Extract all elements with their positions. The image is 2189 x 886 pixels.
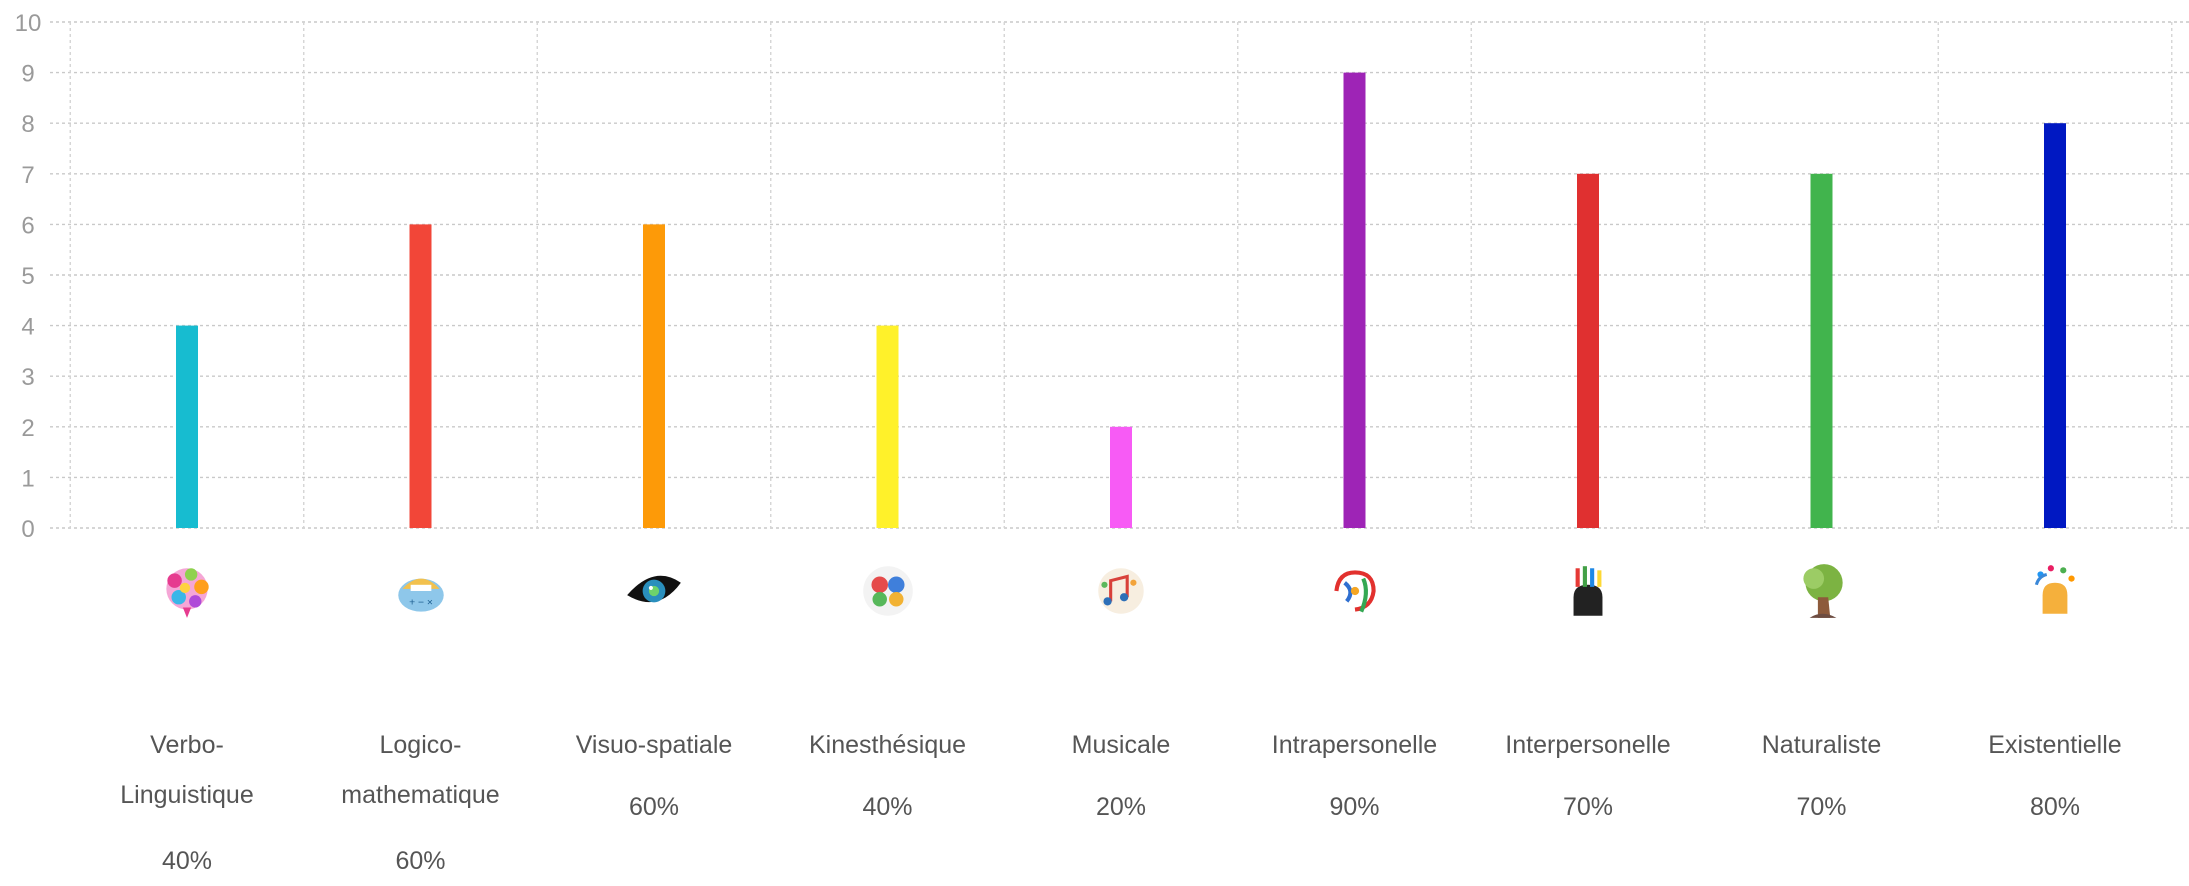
category-label: Intrapersonelle — [1240, 720, 1470, 770]
category-percent: 60% — [628, 793, 680, 821]
category-column: Naturaliste 70% — [1707, 560, 1937, 832]
category-label-line: Logico- — [379, 731, 462, 759]
category-column: + − × Logico-mathematique 60% — [306, 560, 536, 886]
category-percent: 80% — [2029, 793, 2081, 821]
y-tick-label: 6 — [21, 212, 34, 239]
bar-intrapersonelle — [1343, 72, 1366, 528]
category-label: Existentielle — [1940, 720, 2170, 770]
category-column: Existentielle 80% — [1940, 560, 2170, 832]
math-brain-icon: + − × — [397, 578, 444, 612]
bar-interpersonelle — [1577, 173, 1599, 529]
y-tick-label: 2 — [21, 415, 34, 442]
y-tick-label: 9 — [21, 61, 34, 88]
category-percent: 60% — [395, 847, 446, 875]
chart-grid — [50, 21, 2189, 529]
category-label-line: Verbo- — [150, 731, 224, 759]
category-label: Interpersonelle — [1473, 720, 1703, 770]
bars — [176, 72, 2066, 529]
bar-naturaliste — [1810, 173, 1833, 529]
category-percent: 90% — [1329, 793, 1380, 821]
bar-visuo-spatiale — [643, 224, 665, 528]
bar-musicale — [1110, 426, 1132, 528]
y-tick-label: 0 — [21, 516, 34, 543]
y-tick-label: 5 — [21, 263, 34, 290]
category-percent: 70% — [1796, 793, 1847, 821]
moving-body-brain-icon — [862, 566, 913, 616]
category-column: Visuo-spatiale 60% — [539, 560, 769, 832]
tree-head-icon — [1802, 564, 1843, 618]
category-percent: 40% — [161, 847, 213, 875]
bar-chart: 0 1 2 3 4 5 6 7 8 9 10 — [15, 10, 2189, 543]
y-tick-label: 4 — [21, 314, 34, 341]
category-label-line: mathematique — [341, 781, 500, 809]
thinking-head-icon — [2034, 565, 2075, 614]
y-tick-label: 7 — [21, 162, 34, 189]
category-column: Kinesthésique 40% — [773, 560, 1003, 832]
head-with-pencils-icon — [1573, 566, 1603, 616]
music-notes-icon — [1098, 568, 1144, 614]
category-label-line: Linguistique — [120, 781, 254, 809]
svg-text:+ − ×: + − × — [409, 597, 433, 608]
category-label: Naturaliste — [1707, 720, 1937, 770]
self-reflection-icon — [1333, 570, 1376, 613]
category-label-line: Naturaliste — [1761, 731, 1882, 759]
eye-icon — [627, 575, 681, 603]
y-axis: 0 1 2 3 4 5 6 7 8 9 10 — [15, 10, 42, 543]
category-column: Interpersonelle 70% — [1473, 560, 1703, 832]
speech-bubbles-brain-icon — [166, 568, 209, 618]
category-percent: 70% — [1562, 793, 1614, 821]
category-label-line: Visuo-spatiale — [575, 731, 733, 759]
y-tick-label: 10 — [15, 10, 42, 37]
category-column: Musicale 20% — [1006, 560, 1236, 832]
category-label-line: Intrapersonelle — [1271, 731, 1438, 759]
y-tick-label: 1 — [21, 465, 34, 492]
category-percent: 40% — [862, 793, 913, 821]
category-label-line: Existentielle — [1988, 731, 2122, 759]
bar-logico-mathematique — [409, 224, 432, 528]
category-column: Verbo- Linguistique 40% — [72, 560, 302, 886]
category-label-line: Musicale — [1071, 731, 1171, 759]
category-label-line: Interpersonelle — [1505, 731, 1671, 759]
category-percent: 20% — [1095, 793, 1147, 821]
bar-verbo-linguistique — [176, 325, 198, 528]
category-label: Logico-mathematique — [306, 720, 536, 820]
y-tick-label: 8 — [21, 111, 34, 138]
category-column: Intrapersonelle 90% — [1240, 560, 1470, 832]
bar-existentielle — [2044, 123, 2066, 528]
category-label: Musicale — [1006, 720, 1236, 770]
category-label: Kinesthésique — [773, 720, 1003, 770]
category-label: Visuo-spatiale — [539, 720, 769, 770]
y-tick-label: 3 — [21, 364, 34, 391]
category-label: Verbo- Linguistique — [72, 720, 302, 820]
bar-kinesth-sique — [876, 325, 899, 528]
category-label-line: Kinesthésique — [808, 731, 967, 759]
